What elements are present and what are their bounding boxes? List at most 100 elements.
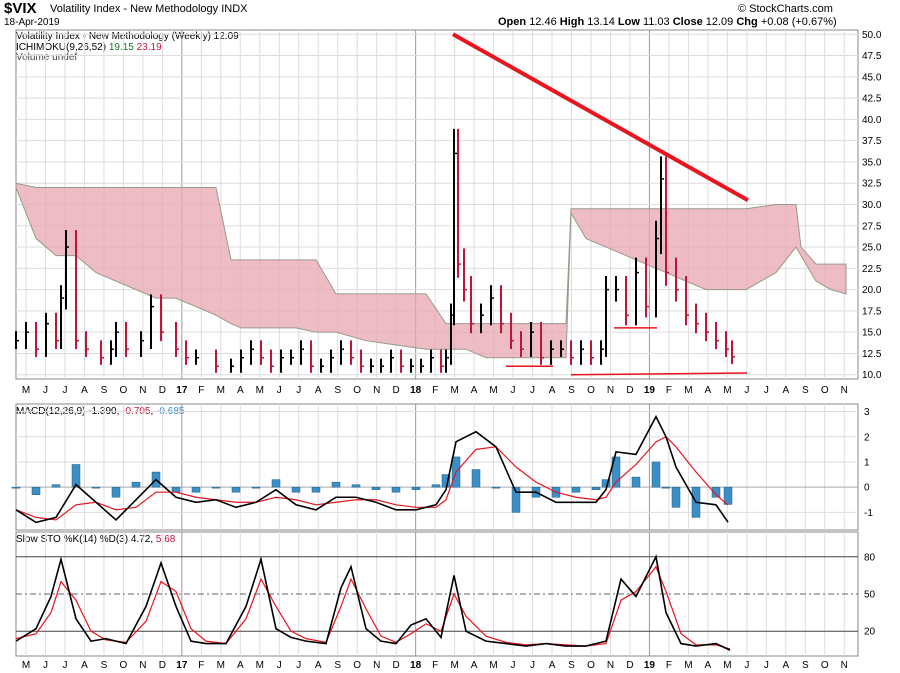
macd-histogram-bar — [371, 486, 381, 490]
macd-histogram-bar — [511, 486, 521, 513]
macd-histogram-bar — [571, 486, 581, 493]
sto-y-tick-label: 20 — [864, 627, 876, 638]
high-value: 13.14 — [587, 16, 615, 28]
x-tick-label-price: J — [744, 385, 749, 396]
ichimoku-legend: ICHIMOKU(9,26,52) 19.15 23.19 — [16, 42, 162, 53]
symbol-label: $VIX — [4, 0, 37, 17]
x-tick-label-price: N — [373, 385, 380, 396]
credit-label: © StockCharts.com — [738, 3, 833, 15]
x-tick-label-bottom: D — [626, 660, 633, 671]
sto-d-line — [15, 565, 731, 650]
x-tick-label-price: M — [489, 385, 497, 396]
x-tick-label-price: A — [471, 385, 478, 396]
macd-histogram-bar — [311, 486, 321, 493]
x-tick-label-price: 19 — [644, 385, 656, 396]
macd-histogram-bar — [171, 486, 181, 493]
x-tick-label-price: D — [159, 385, 166, 396]
x-tick-label-price: A — [81, 385, 88, 396]
macd-y-tick-label: -1 — [864, 508, 873, 519]
x-tick-label-bottom: M — [723, 660, 731, 671]
price-y-tick-label: 20.0 — [862, 285, 882, 296]
chg-value: +0.08 (+0.67%) — [760, 16, 837, 28]
x-tick-label-price: J — [62, 385, 67, 396]
x-tick-label-price: F — [198, 385, 204, 396]
ichimoku-value-2: 23.19 — [136, 42, 162, 53]
macd-histogram-bar — [711, 486, 721, 498]
x-tick-label-price: A — [237, 385, 244, 396]
price-y-tick-label: 37.5 — [862, 136, 882, 147]
x-tick-label-price: F — [432, 385, 438, 396]
x-tick-label-price: S — [334, 385, 341, 396]
x-tick-label-price: O — [353, 385, 361, 396]
sto-name: Slow STO %K(14) %D(3) — [16, 534, 129, 545]
x-tick-label-bottom: M — [489, 660, 497, 671]
x-tick-label-price: M — [450, 385, 458, 396]
x-tick-label-bottom: N — [139, 660, 146, 671]
x-tick-label-price: M — [217, 385, 225, 396]
macd-y-tick-label: 3 — [864, 407, 870, 418]
x-tick-label-bottom: J — [530, 660, 535, 671]
x-tick-label-price: 17 — [176, 385, 188, 396]
price-y-tick-label: 45.0 — [862, 72, 882, 83]
x-tick-label-price: O — [587, 385, 595, 396]
date-label: 18-Apr-2019 — [4, 17, 60, 28]
x-tick-label-bottom: 19 — [644, 660, 656, 671]
volume-legend: Volume undef — [16, 52, 78, 63]
x-tick-label-price: F — [666, 385, 672, 396]
low-label: Low — [617, 16, 640, 28]
x-tick-label-bottom: F — [432, 660, 438, 671]
open-value: 12.46 — [529, 16, 557, 28]
x-tick-label-bottom: S — [101, 660, 108, 671]
sto-value-1: 4.72 — [130, 534, 151, 545]
security-name-text: Volatility Index - New Methodology — [50, 3, 219, 15]
x-tick-label-price: S — [802, 385, 809, 396]
macd-histogram-bar — [591, 486, 601, 490]
macd-histogram-bar — [431, 484, 441, 488]
x-tick-label-price: D — [626, 385, 633, 396]
price-y-tick-label: 35.0 — [862, 157, 882, 168]
x-tick-label-bottom: 18 — [410, 660, 422, 671]
x-tick-label-price: N — [607, 385, 614, 396]
x-tick-label-price: A — [705, 385, 712, 396]
price-legend: Volatility Index - New Methodology (Week… — [16, 31, 239, 42]
x-tick-label-bottom: D — [393, 660, 400, 671]
macd-histogram-bar — [271, 479, 281, 488]
x-tick-label-bottom: M — [217, 660, 225, 671]
x-tick-label-bottom: J — [296, 660, 301, 671]
price-y-tick-label: 32.5 — [862, 179, 882, 190]
macd-panel-frame — [15, 403, 859, 531]
price-y-tick-label: 42.5 — [862, 94, 882, 105]
macd-line — [15, 414, 729, 524]
price-y-tick-label: 30.0 — [862, 200, 882, 211]
sto-legend: Slow STO %K(14) %D(3) 4.72, 5.68 — [16, 534, 176, 545]
x-tick-label-bottom: A — [315, 660, 322, 671]
x-tick-label-price: M — [723, 385, 731, 396]
x-tick-label-bottom: D — [159, 660, 166, 671]
macd-histogram-bar — [651, 461, 661, 488]
trendline — [452, 32, 749, 202]
security-name: Volatility Index - New Methodology INDX — [50, 3, 248, 15]
macd-histogram-bar — [411, 486, 421, 490]
x-tick-label-bottom: A — [81, 660, 88, 671]
x-tick-label-bottom: A — [782, 660, 789, 671]
price-y-tick-label: 47.5 — [862, 51, 882, 62]
x-tick-label-bottom: M — [684, 660, 692, 671]
macd-histogram-bar — [51, 484, 61, 488]
x-tick-label-bottom: N — [373, 660, 380, 671]
macd-y-tick-label: 0 — [864, 483, 870, 494]
price-y-tick-label: 10.0 — [862, 370, 882, 381]
x-tick-label-bottom: N — [607, 660, 614, 671]
price-y-tick-label: 50.0 — [862, 30, 882, 41]
macd-histogram-bar — [91, 486, 101, 489]
x-tick-label-bottom: J — [764, 660, 769, 671]
x-tick-label-price: J — [764, 385, 769, 396]
x-tick-label-price: S — [568, 385, 575, 396]
x-tick-label-price: O — [120, 385, 128, 396]
macd-histogram-bar — [351, 484, 361, 488]
macd-histogram-bar — [211, 486, 221, 489]
chg-label: Chg — [736, 16, 758, 28]
low-value: 11.03 — [642, 16, 670, 28]
x-tick-label-price: O — [821, 385, 829, 396]
